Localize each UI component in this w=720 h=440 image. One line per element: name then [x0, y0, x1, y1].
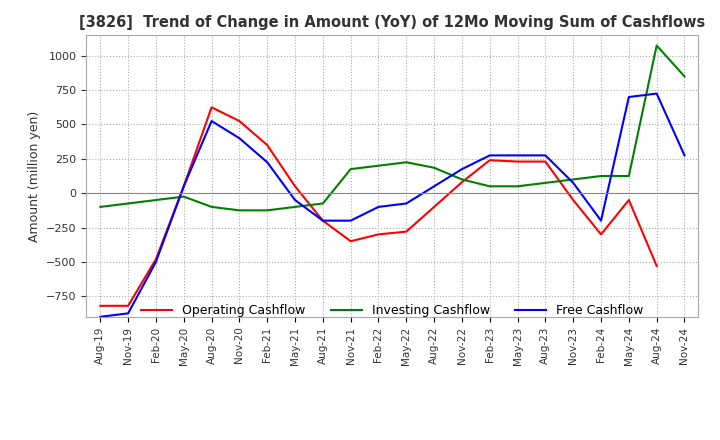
Operating Cashflow — [235, 118, 243, 124]
Operating Cashflow — [541, 159, 550, 164]
Operating Cashflow — [263, 143, 271, 148]
Investing Cashflow — [96, 204, 104, 209]
Investing Cashflow — [374, 163, 383, 169]
Free Cashflow — [263, 160, 271, 165]
Investing Cashflow — [624, 173, 633, 179]
Investing Cashflow — [597, 173, 606, 179]
Legend: Operating Cashflow, Investing Cashflow, Free Cashflow: Operating Cashflow, Investing Cashflow, … — [136, 300, 649, 323]
Operating Cashflow — [152, 257, 161, 262]
Free Cashflow — [569, 180, 577, 186]
Investing Cashflow — [680, 74, 689, 79]
Free Cashflow — [291, 198, 300, 203]
Free Cashflow — [152, 259, 161, 264]
Investing Cashflow — [263, 208, 271, 213]
Operating Cashflow — [430, 204, 438, 209]
Free Cashflow — [179, 183, 188, 189]
Free Cashflow — [346, 218, 355, 223]
Operating Cashflow — [374, 232, 383, 237]
Operating Cashflow — [207, 105, 216, 110]
Y-axis label: Amount (million yen): Amount (million yen) — [27, 110, 40, 242]
Investing Cashflow — [346, 166, 355, 172]
Free Cashflow — [402, 201, 410, 206]
Investing Cashflow — [152, 198, 161, 203]
Free Cashflow — [318, 218, 327, 223]
Operating Cashflow — [402, 229, 410, 234]
Operating Cashflow — [652, 263, 661, 268]
Investing Cashflow — [207, 204, 216, 209]
Operating Cashflow — [513, 159, 522, 164]
Free Cashflow — [541, 153, 550, 158]
Operating Cashflow — [318, 218, 327, 223]
Operating Cashflow — [179, 183, 188, 189]
Investing Cashflow — [458, 177, 467, 182]
Operating Cashflow — [458, 180, 467, 185]
Free Cashflow — [96, 314, 104, 319]
Investing Cashflow — [485, 183, 494, 189]
Free Cashflow — [513, 153, 522, 158]
Free Cashflow — [124, 311, 132, 316]
Operating Cashflow — [291, 183, 300, 189]
Free Cashflow — [680, 153, 689, 158]
Line: Free Cashflow: Free Cashflow — [100, 94, 685, 317]
Investing Cashflow — [318, 201, 327, 206]
Investing Cashflow — [235, 208, 243, 213]
Operating Cashflow — [624, 198, 633, 203]
Operating Cashflow — [485, 158, 494, 163]
Free Cashflow — [597, 218, 606, 223]
Free Cashflow — [235, 136, 243, 141]
Investing Cashflow — [179, 194, 188, 199]
Free Cashflow — [207, 118, 216, 124]
Investing Cashflow — [291, 204, 300, 209]
Operating Cashflow — [569, 198, 577, 203]
Operating Cashflow — [96, 303, 104, 308]
Free Cashflow — [430, 183, 438, 189]
Investing Cashflow — [652, 43, 661, 48]
Investing Cashflow — [402, 160, 410, 165]
Operating Cashflow — [346, 238, 355, 244]
Investing Cashflow — [513, 183, 522, 189]
Investing Cashflow — [430, 165, 438, 170]
Operating Cashflow — [124, 303, 132, 308]
Title: [3826]  Trend of Change in Amount (YoY) of 12Mo Moving Sum of Cashflows: [3826] Trend of Change in Amount (YoY) o… — [79, 15, 706, 30]
Free Cashflow — [652, 91, 661, 96]
Free Cashflow — [458, 166, 467, 172]
Free Cashflow — [485, 153, 494, 158]
Free Cashflow — [374, 204, 383, 209]
Investing Cashflow — [541, 180, 550, 186]
Line: Operating Cashflow: Operating Cashflow — [100, 107, 657, 306]
Investing Cashflow — [124, 201, 132, 206]
Free Cashflow — [624, 94, 633, 99]
Line: Investing Cashflow: Investing Cashflow — [100, 45, 685, 210]
Operating Cashflow — [597, 232, 606, 237]
Investing Cashflow — [569, 177, 577, 182]
